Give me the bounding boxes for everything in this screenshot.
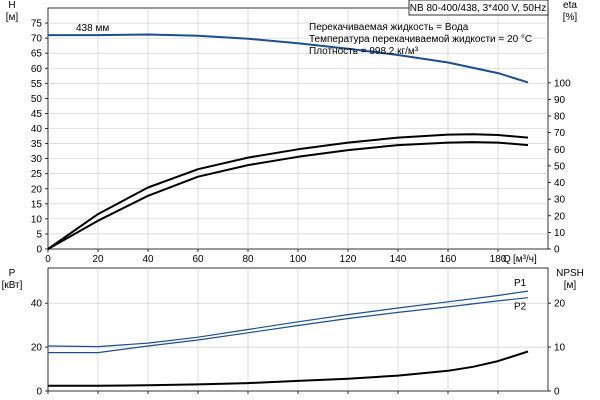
left-tick-label: 10 [31,214,43,225]
series-label: P2 [514,302,527,313]
right-tick-label: 0 [554,245,560,256]
x-tick-label: 40 [142,254,154,265]
left-axis-label-symbol: P [9,268,16,279]
right-tick-label: 0 [554,387,560,398]
x-tick-label: 60 [192,254,204,265]
title-box [408,0,549,16]
left-tick-label: 70 [31,34,43,45]
right-tick-label: 70 [554,128,566,139]
right-axis-label-unit: [м] [564,280,577,291]
chart-title: NB 80-400/438, 3*400 V, 50Hz [410,3,546,14]
left-tick-label: 75 [31,19,43,30]
left-tick-label: 50 [31,94,43,105]
left-tick-label: 0 [36,245,42,256]
right-tick-label: 40 [554,178,566,189]
x-axis-label-unit: [м³/ч] [513,254,537,265]
x-tick-label: 100 [290,254,307,265]
right-tick-label: 100 [554,78,571,89]
right-tick-label: 80 [554,112,566,123]
x-tick-label: 20 [92,254,104,265]
series-label: 438 мм [76,23,109,34]
series-line-0-2 [47,141,529,250]
left-tick-label: 20 [31,184,43,195]
x-tick-label: 0 [45,254,51,265]
right-axis-label-symbol: NPSH [556,268,584,279]
left-tick-label: 65 [31,49,43,60]
left-tick-label: 5 [36,229,42,240]
left-tick-label: 30 [31,154,43,165]
series-line-0-0 [48,33,529,84]
right-axis-label-unit: [%] [563,12,578,23]
left-tick-label: 55 [31,79,43,90]
left-tick-label: 45 [31,109,43,120]
series-label: P1 [514,278,527,289]
info-line-2: Температура перекачиваемой жидкости = 20… [309,34,532,45]
series-line-1-1 [48,297,529,354]
left-axis-label-unit: [кВт] [2,280,23,291]
x-tick-label: 140 [390,254,407,265]
series-line-0-1 [47,133,529,250]
right-tick-label: 20 [554,211,566,222]
left-tick-label: 0 [36,387,42,398]
info-line-3: Плотность = 998.2 кг/м³ [309,46,419,57]
info-line-1: Перекачиваемая жидкость = Вода [309,22,469,33]
right-tick-label: 10 [554,228,566,239]
right-tick-label: 90 [554,95,566,106]
x-axis-label-symbol: Q [503,254,511,265]
left-tick-label: 40 [31,299,43,310]
series-line-1-2 [48,350,529,387]
left-tick-label: 60 [31,64,43,75]
x-tick-label: 180 [490,254,507,265]
right-axis-label-symbol: eta [563,0,577,11]
x-tick-label: 80 [242,254,254,265]
left-tick-label: 20 [31,343,43,354]
left-tick-label: 35 [31,139,43,150]
left-tick-label: 15 [31,199,43,210]
series-line-1-0 [47,290,529,348]
right-tick-label: 10 [554,343,566,354]
left-tick-label: 25 [31,169,43,180]
right-tick-label: 50 [554,161,566,172]
left-axis-label-symbol: H [8,0,15,11]
left-axis-label-unit: [м] [6,12,19,23]
x-tick-label: 120 [340,254,357,265]
left-tick-label: 40 [31,124,43,135]
right-tick-label: 20 [554,299,566,310]
right-tick-label: 60 [554,145,566,156]
x-tick-label: 160 [440,254,457,265]
right-tick-label: 30 [554,195,566,206]
